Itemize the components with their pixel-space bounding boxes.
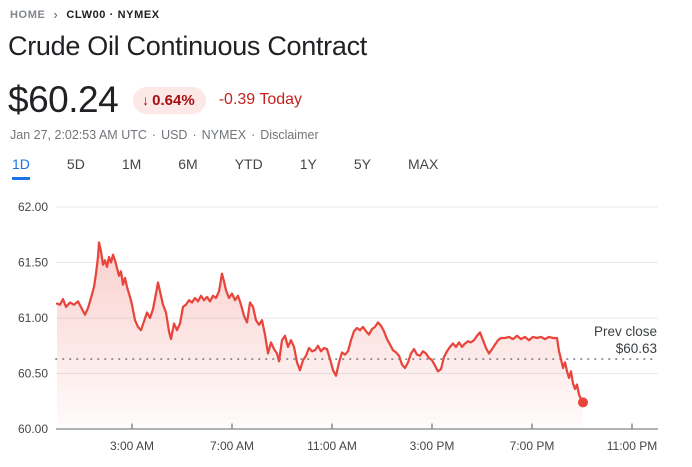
meta-separator: · bbox=[151, 128, 157, 142]
quote-exchange: NYMEX bbox=[201, 128, 247, 142]
tab-1y[interactable]: 1Y bbox=[299, 156, 317, 172]
breadcrumb: HOME › CLW00 · NYMEX bbox=[10, 6, 160, 22]
disclaimer-link[interactable]: Disclaimer bbox=[260, 128, 319, 142]
y-axis-label: 62.00 bbox=[18, 200, 48, 214]
tab-ytd[interactable]: YTD bbox=[234, 156, 263, 172]
tab-1m[interactable]: 1M bbox=[121, 156, 142, 172]
x-axis-label: 3:00 PM bbox=[410, 439, 455, 453]
x-axis-label: 7:00 PM bbox=[510, 439, 555, 453]
tab-5d[interactable]: 5D bbox=[66, 156, 85, 172]
breadcrumb-symbol: CLW00 · NYMEX bbox=[66, 9, 160, 21]
current-price: $60.24 bbox=[8, 79, 119, 120]
price-row: $60.24 ↓ 0.64% -0.39 Today bbox=[8, 79, 302, 121]
range-tabs: 1D 5D 1M 6M YTD 1Y 5Y MAX bbox=[12, 156, 438, 180]
y-axis-label: 61.50 bbox=[18, 256, 48, 270]
change-percent-value: 0.64% bbox=[152, 91, 195, 109]
meta-separator: · bbox=[192, 128, 197, 142]
y-axis-label: 60.50 bbox=[18, 367, 48, 381]
meta-separator: · bbox=[251, 128, 256, 142]
x-axis-label: 3:00 AM bbox=[110, 439, 154, 453]
x-axis-label: 11:00 PM bbox=[607, 439, 657, 453]
tab-6m[interactable]: 6M bbox=[178, 156, 198, 172]
last-price-dot bbox=[578, 397, 588, 408]
tab-1d[interactable]: 1D bbox=[12, 156, 30, 180]
quote-meta: Jan 27, 2:02:53 AM UTC · USD · NYMEX · D… bbox=[10, 128, 319, 142]
chevron-right-icon: › bbox=[53, 6, 59, 22]
x-axis-label: 11:00 AM bbox=[307, 439, 357, 453]
change-today: -0.39 Today bbox=[218, 91, 303, 108]
tab-5y[interactable]: 5Y bbox=[353, 156, 371, 172]
quote-currency: USD bbox=[161, 128, 188, 142]
chart-area bbox=[57, 242, 583, 429]
arrow-down-icon: ↓ bbox=[142, 92, 150, 108]
page-title: Crude Oil Continuous Contract bbox=[8, 31, 367, 61]
y-axis-label: 60.00 bbox=[18, 422, 48, 436]
breadcrumb-home[interactable]: HOME bbox=[10, 9, 46, 21]
y-axis-label: 61.00 bbox=[18, 311, 48, 325]
quote-timestamp: Jan 27, 2:02:53 AM UTC bbox=[10, 128, 147, 142]
x-axis-label: 7:00 AM bbox=[210, 439, 254, 453]
prev-close-label: Prev close bbox=[594, 324, 657, 339]
chart-line bbox=[55, 241, 585, 404]
tab-max[interactable]: MAX bbox=[407, 156, 439, 172]
prev-close-value: $60.63 bbox=[616, 341, 657, 356]
change-percent-badge: ↓ 0.64% bbox=[133, 86, 206, 114]
